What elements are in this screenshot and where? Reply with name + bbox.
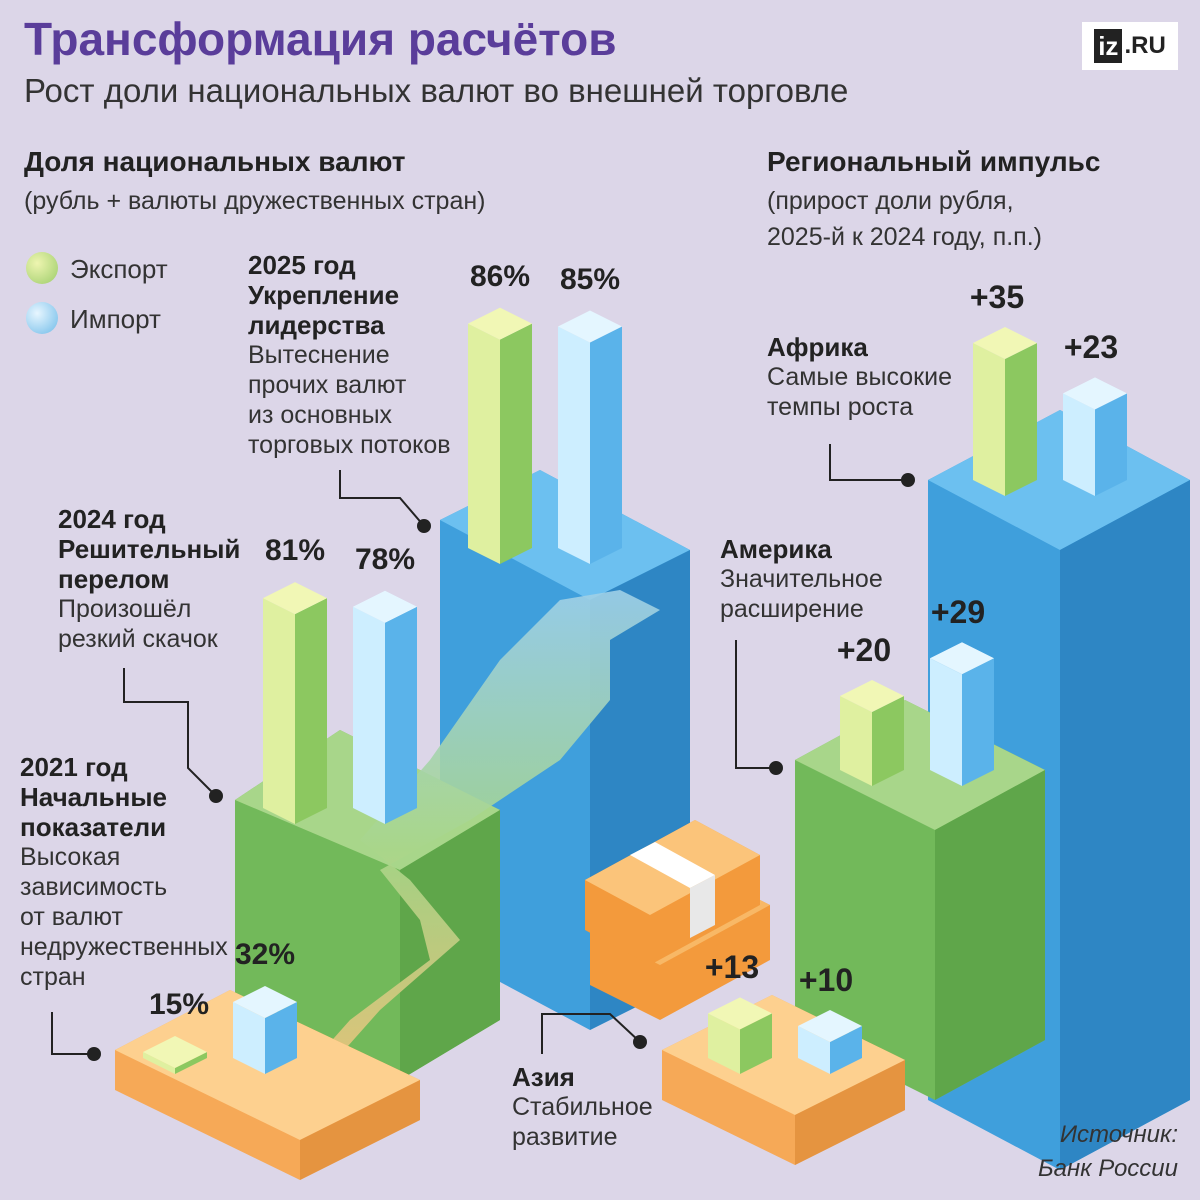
bar-export-Америка [840,680,904,786]
annotation-2024-year: 2024 год [58,504,166,534]
bar-import-2024 [353,590,417,824]
page-title: Трансформация расчётов [24,13,617,65]
leader-dots [87,473,915,1061]
annotation-2021: 2021 год Начальные показатели Высокая за… [20,752,228,992]
leader-lines [51,444,908,1055]
annotation-2021-line: Высокая [20,843,121,871]
value-label-export-Америка: +20 [836,632,892,668]
source-label: Источник: [1059,1121,1178,1148]
value-label-export-2025: 86% [469,259,531,293]
annotation-asia-line: развитие [512,1123,618,1151]
annotation-asia-line: Стабильное [512,1093,653,1121]
annotation-2024-line: Произошёл [58,595,192,623]
annotation-2021-line: недружественных [20,933,228,961]
bar-import-2021 [233,986,297,1074]
right-note-2: 2025-й к 2024 году, п.п.) [767,223,1042,251]
left-note: (рубль + валюты дружественных стран) [24,187,486,215]
annotation-asia-title: Азия [512,1062,575,1092]
logo-iz: iz [1094,29,1123,63]
annotation-2025-line: прочих валют [248,371,407,399]
annotation-2024-line: резкий скачок [58,625,218,653]
annotation-2025-title-1: Укрепление [248,280,400,310]
annotation-america-title: Америка [720,534,832,564]
annotation-2025-title-2: лидерства [248,310,385,340]
annotation-2025-line: торговых потоков [248,431,451,459]
platform-america [795,700,1045,1100]
value-label-export-Азия: +13 [704,949,760,986]
value-label-import-2025: 85% [559,262,621,296]
legend-export-label: Экспорт [70,254,168,284]
annotation-america-line: расширение [720,595,864,623]
value-label-export-Африка: +35 [969,279,1025,315]
annotation-asia: Азия Стабильное развитие [512,1062,653,1152]
value-label-import-Африка: +23 [1063,329,1119,366]
value-label-import-Америка: +29 [930,594,986,631]
source-note: Источник: Банк России [1038,1118,1178,1186]
bar-export-2021 [143,1036,207,1074]
bar-export-2025 [468,307,532,564]
annotation-2021-title-1: Начальные [20,782,168,812]
annotation-2021-line: зависимость [20,873,168,901]
value-label-export-2021: 15% [148,988,210,1021]
legend-import-label: Импорт [70,304,161,334]
iz-logo[interactable]: iz .RU [1082,22,1178,70]
annotation-africa: Африка Самые высокие темпы роста [767,332,952,422]
annotation-africa-line: Самые высокие [767,363,952,391]
annotation-2025-year: 2025 год [248,250,356,280]
annotation-2021-line: стран [20,963,86,991]
annotation-2021-title-2: показатели [20,812,167,842]
road-path [270,590,660,1110]
annotation-2024: 2024 год Решительный перелом Произошёл р… [58,504,240,654]
legend-import-swatch [26,302,58,334]
value-label-import-2021: 32% [234,938,296,971]
value-label-import-2024: 78% [354,542,416,576]
bar-export-Африка [973,327,1037,496]
bar-export-2024 [263,582,327,824]
annotation-2021-year: 2021 год [20,752,128,782]
bar-import-Африка [1063,377,1127,496]
annotation-2024-title-2: перелом [58,564,170,594]
source-value: Банк России [1038,1155,1178,1182]
legend-export-swatch [26,252,58,284]
annotation-africa-line: темпы роста [767,393,914,421]
annotation-2025-line: Вытеснение [248,341,390,369]
page-subtitle: Рост доли национальных валют во внешней … [24,72,849,109]
annotation-2025: 2025 год Укрепление лидерства Вытеснение… [248,250,451,460]
left-heading: Доля национальных валют [24,146,406,177]
bar-import-Америка [930,642,994,786]
annotation-america: Америка Значительное расширение [720,534,883,624]
bar-import-2025 [558,310,622,564]
logo-ru: .RU [1124,32,1166,59]
money-stack-icon [585,820,770,1020]
annotation-2024-title-1: Решительный [58,534,241,564]
bar-export-Азия [708,997,772,1074]
value-label-export-2024: 81% [264,534,326,568]
right-heading: Региональный импульс [767,146,1101,177]
annotation-africa-title: Африка [767,332,868,362]
right-note-1: (прирост доли рубля, [767,187,1014,215]
annotation-2025-line: из основных [248,401,393,429]
bar-import-Азия [798,1010,862,1074]
annotation-2021-line: от валют [20,903,123,931]
value-label-import-Азия: +10 [798,962,854,998]
chart-bars [143,307,1127,1074]
annotation-america-line: Значительное [720,565,883,593]
